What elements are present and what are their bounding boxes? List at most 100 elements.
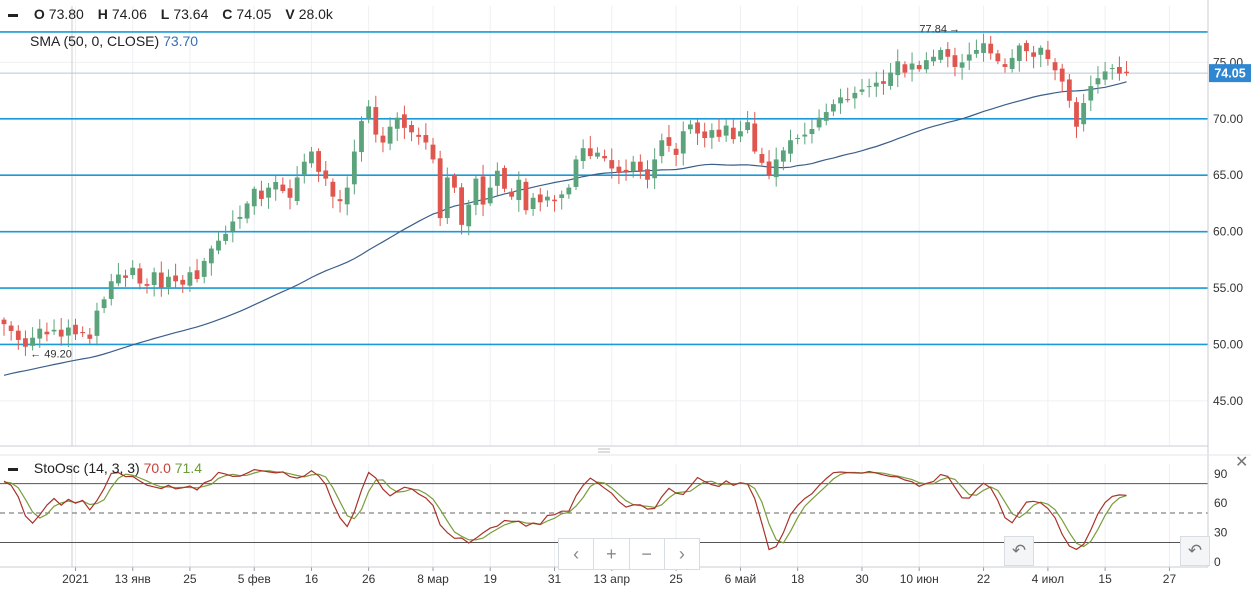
candle-body (1081, 103, 1087, 125)
zoom-in-button[interactable]: + (594, 539, 630, 569)
osc-tick-label: 90 (1214, 467, 1228, 481)
candle-body (87, 334, 93, 339)
candle-body (881, 81, 886, 84)
candle-body (194, 270, 200, 280)
last-price-tag: 74.05 (1209, 64, 1251, 83)
ohlc-legend: O 73.80 H 74.06 L 73.64 C 74.05 V 28.0k (8, 6, 343, 22)
scroll-left-button[interactable]: ‹ (559, 539, 595, 569)
close-oscillator-button[interactable]: ✕ (1235, 452, 1248, 472)
time-tick-label: 13 янв (115, 572, 151, 586)
candle-body (802, 134, 808, 137)
candle-body (852, 92, 858, 99)
last-price-tag-box (1209, 64, 1251, 83)
horizontal-levels (0, 31, 1208, 346)
zoom-out-button[interactable]: − (630, 539, 665, 569)
candle-body (409, 125, 414, 133)
candle-body (580, 148, 586, 161)
candle-body (1124, 71, 1129, 74)
candle-body (602, 156, 607, 159)
candle-body (680, 131, 686, 154)
candle-body (559, 194, 565, 198)
open-value: 73.80 (48, 6, 84, 22)
candle-body (931, 56, 936, 62)
candle-body (316, 151, 321, 172)
candle-body (623, 169, 629, 172)
candle-body (502, 168, 507, 189)
candle-body (94, 310, 100, 336)
time-tick-label: 25 (183, 572, 197, 586)
candle-body (552, 199, 557, 202)
reset-zoom-button[interactable]: ↶ (1004, 536, 1034, 566)
candle-body (916, 65, 922, 70)
stoch-legend-label: StoOsc (14, 3, 3) (33, 460, 140, 476)
candle-body (981, 43, 986, 53)
candles (1, 33, 1129, 356)
close-value: 74.05 (236, 6, 272, 22)
navigation-toolbar: ‹ + − › (558, 538, 700, 570)
candle-body (637, 161, 643, 171)
low-arrow: ← (30, 348, 41, 360)
candle-body (65, 327, 71, 336)
sma-line (3, 81, 1127, 376)
time-tick-label: 5 фев (238, 572, 271, 586)
candle-body (116, 274, 121, 284)
candle-body (730, 127, 736, 140)
candle-body (1, 319, 7, 325)
sma-legend-value: 73.70 (163, 33, 199, 49)
candle-body (251, 188, 257, 207)
sma-line-layer (3, 81, 1127, 376)
candle-body (430, 144, 436, 160)
candle-body (151, 272, 157, 286)
candle-body (1102, 71, 1108, 80)
stoch-k-value: 70.0 (143, 460, 171, 476)
price-tick-label: 70.00 (1213, 112, 1243, 126)
high-value: 74.06 (111, 6, 147, 22)
candle-body (945, 49, 951, 57)
time-tick-label: 4 июл (1032, 572, 1064, 586)
candle-body (523, 181, 529, 211)
candle-body (1024, 42, 1029, 52)
low-annotation: 49.20 (44, 348, 72, 360)
time-tick-label: 16 (305, 572, 319, 586)
candle-body (959, 62, 965, 68)
candle-body (595, 152, 600, 157)
candle-body (1016, 45, 1022, 61)
candle-body (1045, 49, 1051, 60)
candle-body (1074, 102, 1079, 127)
candle-body (673, 148, 679, 155)
time-tick-label: 25 (669, 572, 683, 586)
candle-body (173, 275, 178, 282)
candle-body (8, 325, 14, 331)
candle-body (823, 112, 829, 121)
candle-body (795, 138, 801, 139)
candle-body (695, 122, 700, 134)
candle-body (766, 161, 772, 176)
candle-body (816, 117, 822, 128)
stoch-d-line (3, 470, 1127, 548)
price-tick-label: 65.00 (1213, 168, 1243, 182)
price-tick-label: 45.00 (1213, 394, 1243, 408)
candle-body (30, 337, 35, 346)
candle-body (301, 161, 307, 175)
candle-body (587, 148, 593, 157)
candle-body (902, 64, 908, 73)
candle-body (923, 60, 929, 70)
candle-body (566, 187, 572, 195)
candle-body (201, 260, 207, 277)
candle-body (387, 126, 393, 144)
candle-body (645, 169, 650, 180)
candle-body (166, 276, 171, 288)
candle-body (759, 154, 765, 163)
stoch-legend-marker (8, 467, 18, 471)
close-label: C (222, 6, 233, 22)
candle-body (788, 140, 793, 154)
reset-scale-icon: ↶ (1187, 541, 1203, 560)
sma-legend: SMA (50, 0, CLOSE) 73.70 (30, 33, 198, 49)
candle-body (702, 131, 708, 138)
last-price-tag-text: 74.05 (1214, 67, 1245, 81)
candle-body (437, 158, 443, 219)
sma-legend-label: SMA (50, 0, CLOSE) (30, 33, 160, 49)
reset-scale-button[interactable]: ↶ (1180, 536, 1210, 566)
scroll-right-button[interactable]: › (678, 543, 685, 564)
